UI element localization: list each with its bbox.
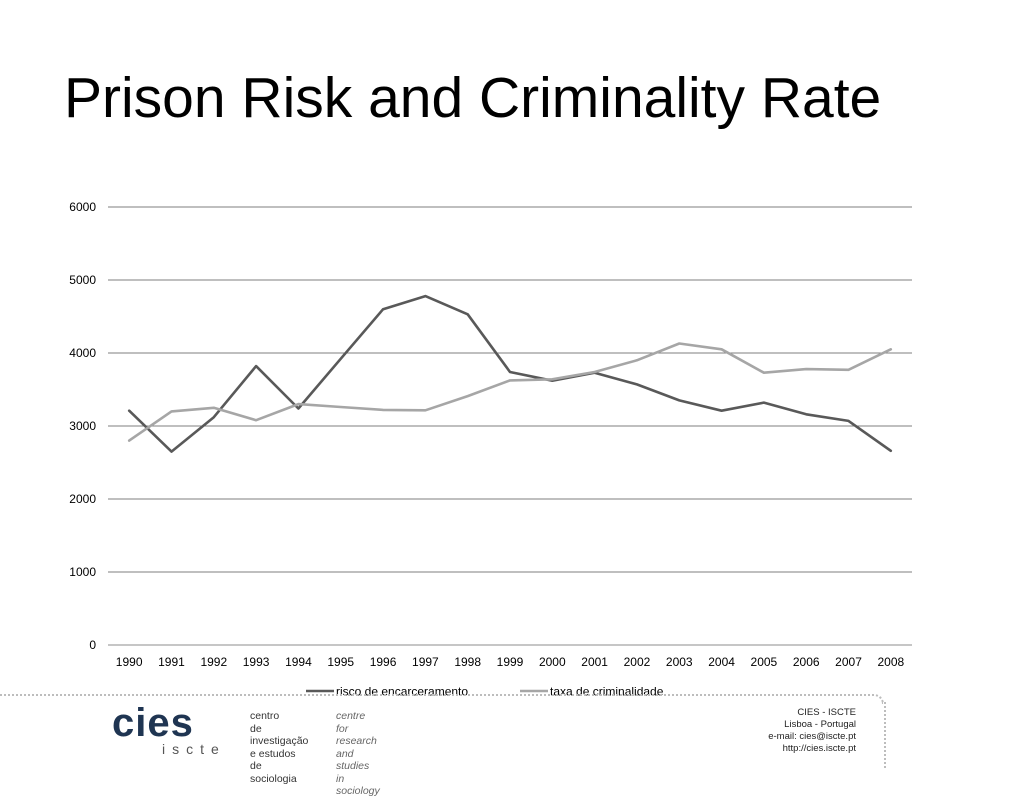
y-tick-label: 4000 <box>69 346 96 360</box>
x-axis-ticks: 1990 1991 1992 1993 1994 1995 1996 1997 1998 1999… <box>116 655 905 669</box>
x-tick-label: 1999 <box>497 655 524 669</box>
gridlines <box>108 207 912 645</box>
contact-info: CIES - ISCTE Lisboa - Portugal e-mail: c… <box>768 707 856 755</box>
x-tick-label: 1992 <box>200 655 227 669</box>
x-tick-label: 2008 <box>877 655 904 669</box>
x-tick-label: 2000 <box>539 655 566 669</box>
logo-wordmark: cies <box>112 701 194 745</box>
x-tick-label: 2003 <box>666 655 693 669</box>
x-tick-label: 1996 <box>370 655 397 669</box>
logo-description-pt: centro de investigação e estudos de soci… <box>250 710 308 785</box>
y-tick-label: 5000 <box>69 273 96 287</box>
x-tick-label: 2002 <box>624 655 651 669</box>
x-tick-label: 1997 <box>412 655 439 669</box>
y-tick-label: 6000 <box>69 200 96 214</box>
logo-description-en: centre for research and studies in socio… <box>336 710 380 798</box>
series-lines <box>129 296 891 452</box>
x-tick-label: 1993 <box>243 655 270 669</box>
y-tick-label: 0 <box>89 638 96 652</box>
x-tick-label: 1998 <box>454 655 481 669</box>
y-tick-label: 2000 <box>69 492 96 506</box>
x-tick-label: 2006 <box>793 655 820 669</box>
x-tick-label: 1990 <box>116 655 143 669</box>
x-tick-label: 1994 <box>285 655 312 669</box>
footer-divider-vertical <box>884 702 886 768</box>
x-tick-label: 2004 <box>708 655 735 669</box>
x-tick-label: 2005 <box>751 655 778 669</box>
series-line-1 <box>129 296 891 452</box>
y-tick-label: 3000 <box>69 419 96 433</box>
x-tick-label: 1995 <box>327 655 354 669</box>
logo-subtext: iscte <box>162 741 226 757</box>
x-tick-label: 2007 <box>835 655 862 669</box>
x-tick-label: 2001 <box>581 655 608 669</box>
y-axis-ticks: 0 1000 2000 3000 4000 5000 6000 <box>69 200 96 652</box>
x-tick-label: 1991 <box>158 655 185 669</box>
y-tick-label: 1000 <box>69 565 96 579</box>
